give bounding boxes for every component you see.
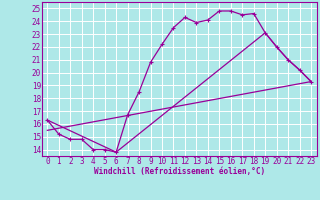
X-axis label: Windchill (Refroidissement éolien,°C): Windchill (Refroidissement éolien,°C) [94,167,265,176]
